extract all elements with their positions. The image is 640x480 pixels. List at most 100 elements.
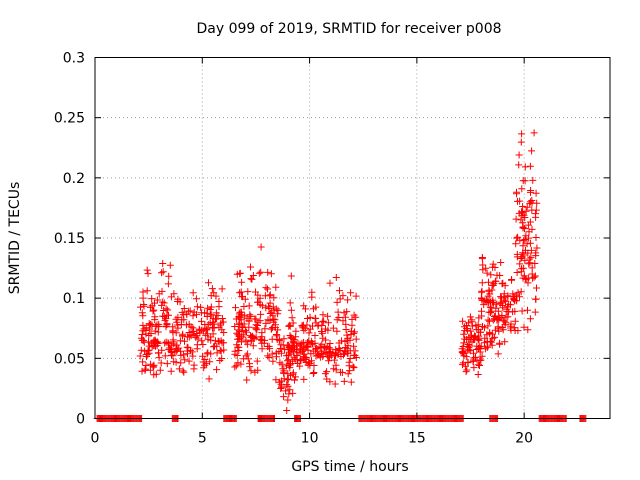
data-point xyxy=(280,369,288,377)
data-point xyxy=(530,273,538,281)
data-point xyxy=(154,338,162,346)
data-point xyxy=(192,333,200,341)
y-tick-label: 0.05 xyxy=(54,351,85,367)
data-point xyxy=(198,337,206,345)
data-point xyxy=(488,307,496,315)
data-point xyxy=(345,358,353,366)
data-point xyxy=(267,308,275,316)
data-point xyxy=(310,362,318,369)
data-point xyxy=(254,322,261,329)
data-point xyxy=(156,366,164,374)
data-point xyxy=(261,336,269,344)
data-point xyxy=(520,323,528,331)
data-point xyxy=(513,234,521,242)
data-point xyxy=(236,314,244,322)
y-tick-label: 0 xyxy=(76,412,85,428)
data-point xyxy=(522,232,530,240)
data-point xyxy=(238,311,246,319)
data-point xyxy=(193,345,201,353)
data-point xyxy=(475,326,483,334)
data-point xyxy=(284,341,292,349)
data-point xyxy=(316,342,324,350)
data-point xyxy=(232,304,239,312)
data-point xyxy=(244,340,252,348)
data-point xyxy=(143,287,151,295)
data-point xyxy=(461,335,468,343)
data-point xyxy=(187,323,195,331)
data-point xyxy=(139,288,147,296)
data-point xyxy=(188,348,196,356)
data-point xyxy=(247,312,255,320)
data-point xyxy=(139,312,147,320)
data-point xyxy=(167,293,175,301)
data-point xyxy=(530,129,538,137)
data-point xyxy=(169,352,177,360)
data-point xyxy=(334,308,342,316)
data-point xyxy=(234,343,242,351)
data-point xyxy=(533,284,540,292)
data-point xyxy=(517,216,525,224)
data-point xyxy=(502,298,510,306)
data-point xyxy=(173,318,181,326)
data-point xyxy=(304,342,312,350)
data-point xyxy=(473,346,481,353)
data-point xyxy=(244,350,252,358)
data-point xyxy=(511,317,519,325)
data-point xyxy=(516,197,524,205)
data-point xyxy=(145,338,152,346)
data-point xyxy=(502,313,510,321)
data-point xyxy=(211,337,219,345)
data-point xyxy=(304,361,312,369)
data-point xyxy=(496,272,504,279)
data-point xyxy=(242,352,250,360)
data-point xyxy=(511,307,519,315)
data-point xyxy=(177,359,185,367)
data-point xyxy=(350,364,358,372)
data-point xyxy=(497,259,505,266)
data-point xyxy=(180,305,188,312)
data-point xyxy=(166,261,174,269)
data-point xyxy=(486,330,494,337)
data-point xyxy=(521,256,529,264)
data-point xyxy=(322,336,330,344)
data-point xyxy=(466,342,474,350)
data-point xyxy=(165,340,172,348)
data-point xyxy=(351,352,359,359)
data-point xyxy=(507,320,515,328)
data-point xyxy=(139,294,147,302)
data-point xyxy=(343,331,351,339)
data-point xyxy=(501,338,509,346)
data-point xyxy=(149,307,157,315)
data-point xyxy=(265,342,273,350)
data-point xyxy=(492,277,500,285)
data-point xyxy=(189,289,197,297)
data-point xyxy=(158,301,166,309)
data-point xyxy=(168,349,176,356)
data-point xyxy=(478,288,485,296)
data-point xyxy=(218,285,226,293)
data-point xyxy=(472,321,480,329)
data-point xyxy=(348,315,356,323)
data-point xyxy=(459,359,467,367)
data-point xyxy=(189,324,197,332)
data-point xyxy=(287,272,295,280)
data-point xyxy=(347,289,355,297)
data-point xyxy=(314,351,322,359)
data-point xyxy=(140,302,148,310)
data-point xyxy=(515,161,523,169)
data-point xyxy=(342,326,350,333)
data-point xyxy=(488,286,496,294)
data-point xyxy=(258,345,266,353)
data-point xyxy=(512,215,520,223)
data-point xyxy=(524,326,532,334)
data-point xyxy=(163,360,171,368)
data-point xyxy=(256,294,264,302)
data-point xyxy=(247,367,255,375)
data-point xyxy=(307,350,315,358)
data-point xyxy=(531,308,539,316)
data-point xyxy=(137,303,144,311)
data-point xyxy=(189,312,197,320)
data-point xyxy=(248,275,256,283)
data-point xyxy=(305,329,313,337)
data-point xyxy=(513,269,521,276)
